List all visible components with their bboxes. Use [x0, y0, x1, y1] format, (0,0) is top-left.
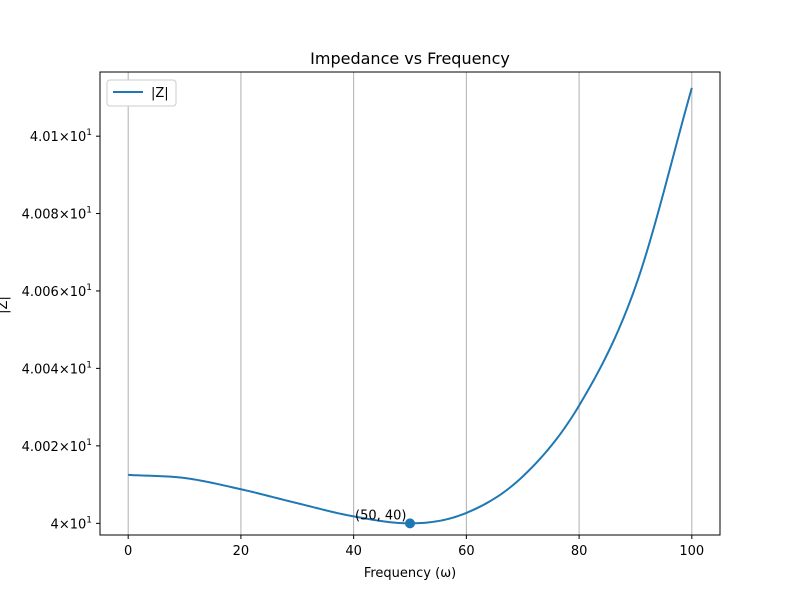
legend: |Z|	[106, 79, 177, 107]
chart-title: Impedance vs Frequency	[310, 49, 510, 68]
axes-frame	[99, 71, 721, 536]
x-tick-label: 40	[345, 544, 362, 559]
y-tick-label: 4×101	[51, 515, 92, 532]
x-tick-label: 100	[679, 544, 704, 559]
x-tick-label: 60	[458, 544, 475, 559]
grid	[127, 72, 693, 535]
x-tick-label: 20	[233, 544, 250, 559]
x-tick-label: 0	[124, 544, 132, 559]
y-tick-label: 4.002×101	[22, 438, 92, 455]
x-axis: 0 20 40 60 80 100	[124, 535, 704, 559]
y-tick-label: 4.008×101	[22, 206, 92, 223]
y-tick-label: 4.004×101	[22, 360, 92, 377]
x-tick-label: 80	[571, 544, 588, 559]
plot-area: (50, 40)	[99, 71, 721, 536]
x-axis-label: Frequency (ω)	[364, 566, 456, 581]
minimum-marker	[405, 518, 415, 529]
y-axis-label: |Z|	[0, 296, 11, 314]
legend-label: |Z|	[151, 86, 169, 101]
series-line-z	[128, 87, 693, 525]
minimum-annotation: (50, 40)	[355, 508, 407, 523]
y-tick-label: 4.006×101	[22, 283, 92, 300]
y-tick-label: 4.01×101	[30, 128, 92, 145]
y-axis: 4×101 4.002×101 4.004×101 4.006×101 4.008×10…	[22, 128, 100, 532]
